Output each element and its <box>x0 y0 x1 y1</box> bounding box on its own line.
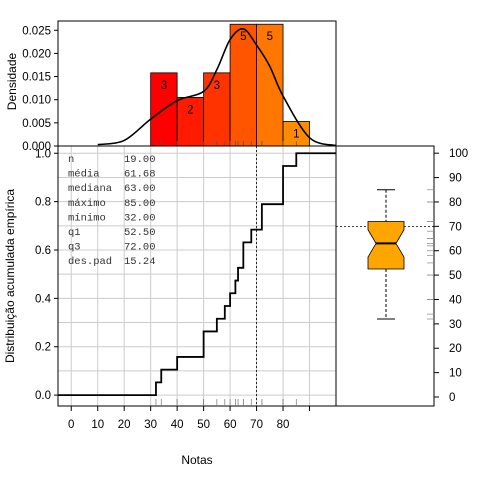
hist-y-tick-label: 0.000 <box>22 141 51 153</box>
density-curve <box>97 27 337 147</box>
box-y-tick-label: 90 <box>449 173 462 185</box>
ecdf-y-tick-label: 0.8 <box>35 197 51 209</box>
ecdf-panel: 0 10 20 30 40 50 60 70 80 Notas 0.0 0.2 0.4 0.6 0.8 1.0… <box>3 145 337 467</box>
ecdf-x-tick-label: 10 <box>91 419 104 431</box>
box-y-tick-label: 20 <box>449 343 462 355</box>
ecdf-x-tick-label: 60 <box>224 419 237 431</box>
stats-label: q1 <box>68 227 81 239</box>
bar-count-label: 5 <box>267 31 273 43</box>
ecdf-x-tick-label: 40 <box>171 419 184 431</box>
hist-y-tick-label: 0.010 <box>22 95 51 107</box>
box-y-tick-label: 80 <box>449 197 462 209</box>
ecdf-x-tick-label: 30 <box>144 419 157 431</box>
stats-label: média <box>68 169 100 181</box>
ecdf-y-axis-label: Distribuição acumulada empírica <box>3 189 17 363</box>
bar-count-label: 3 <box>214 80 220 92</box>
hist-y-tick-label: 0.020 <box>22 48 51 60</box>
hist-y-tick-label: 0.015 <box>22 72 51 84</box>
ecdf-x-tick-label: 80 <box>277 419 290 431</box>
stats-label: des.pad <box>68 256 112 268</box>
stats-label: n <box>68 154 74 166</box>
ecdf-y-tick-label: 0.2 <box>35 342 51 354</box>
box-y-tick-label: 50 <box>449 270 462 282</box>
bar-count-label: 2 <box>187 104 193 116</box>
ecdf-y-tick-label: 1.0 <box>35 148 51 160</box>
boxplot-panel: 0 10 20 30 40 50 60 70 80 90 100 <box>335 145 468 407</box>
stats-label: mínimo <box>68 212 106 224</box>
stats-value: 85.00 <box>124 198 156 210</box>
hist-y-tick-label: 0.005 <box>22 118 51 130</box>
bar-count-label: 1 <box>293 128 299 140</box>
boxplot-frame <box>335 145 435 407</box>
box-y-tick-label: 10 <box>449 368 462 380</box>
histogram-panel: 0.000 0.005 0.010 0.015 0.020 0.025 Densidade 3… <box>5 20 337 153</box>
box-y-tick-label: 0 <box>449 392 455 404</box>
ecdf-x-tick-label: 50 <box>197 419 210 431</box>
ecdf-x-tick-label: 70 <box>250 419 263 431</box>
stats-value: 19.00 <box>124 154 156 166</box>
box-y-tick-label: 40 <box>449 294 462 306</box>
ecdf-x-tick-label: 0 <box>68 419 74 431</box>
box-y-tick-label: 60 <box>449 246 462 258</box>
bar-count-label: 5 <box>240 31 246 43</box>
hist-y-tick-label: 0.025 <box>22 25 51 37</box>
ecdf-x-tick-label: 20 <box>118 419 131 431</box>
stats-value: 15.24 <box>124 256 156 268</box>
stats-label: mediana <box>68 183 112 195</box>
box-y-tick-label: 30 <box>449 319 462 331</box>
stats-value: 61.68 <box>124 169 156 181</box>
ecdf-step-line <box>58 152 336 397</box>
stats-label: máximo <box>68 198 106 210</box>
hist-y-axis-label: Densidade <box>5 52 19 110</box>
stats-table: n 19.00 média 61.68 mediana 63.00 máximo 85.00 m… <box>68 154 156 268</box>
ecdf-y-tick-label: 0.4 <box>35 293 52 305</box>
notched-box <box>367 221 405 270</box>
stats-value: 32.00 <box>124 212 156 224</box>
bar-count-label: 3 <box>161 80 167 92</box>
ecdf-y-tick-label: 0.6 <box>35 245 51 257</box>
box-y-tick-label: 70 <box>449 221 462 233</box>
ecdf-x-axis-label: Notas <box>181 453 212 467</box>
ecdf-y-tick-label: 0.0 <box>35 390 51 402</box>
stats-value: 52.50 <box>124 227 156 239</box>
stats-value: 72.00 <box>124 242 156 254</box>
stats-label: q3 <box>68 242 81 254</box>
stats-value: 63.00 <box>124 183 156 195</box>
box-y-tick-label: 100 <box>449 148 468 160</box>
